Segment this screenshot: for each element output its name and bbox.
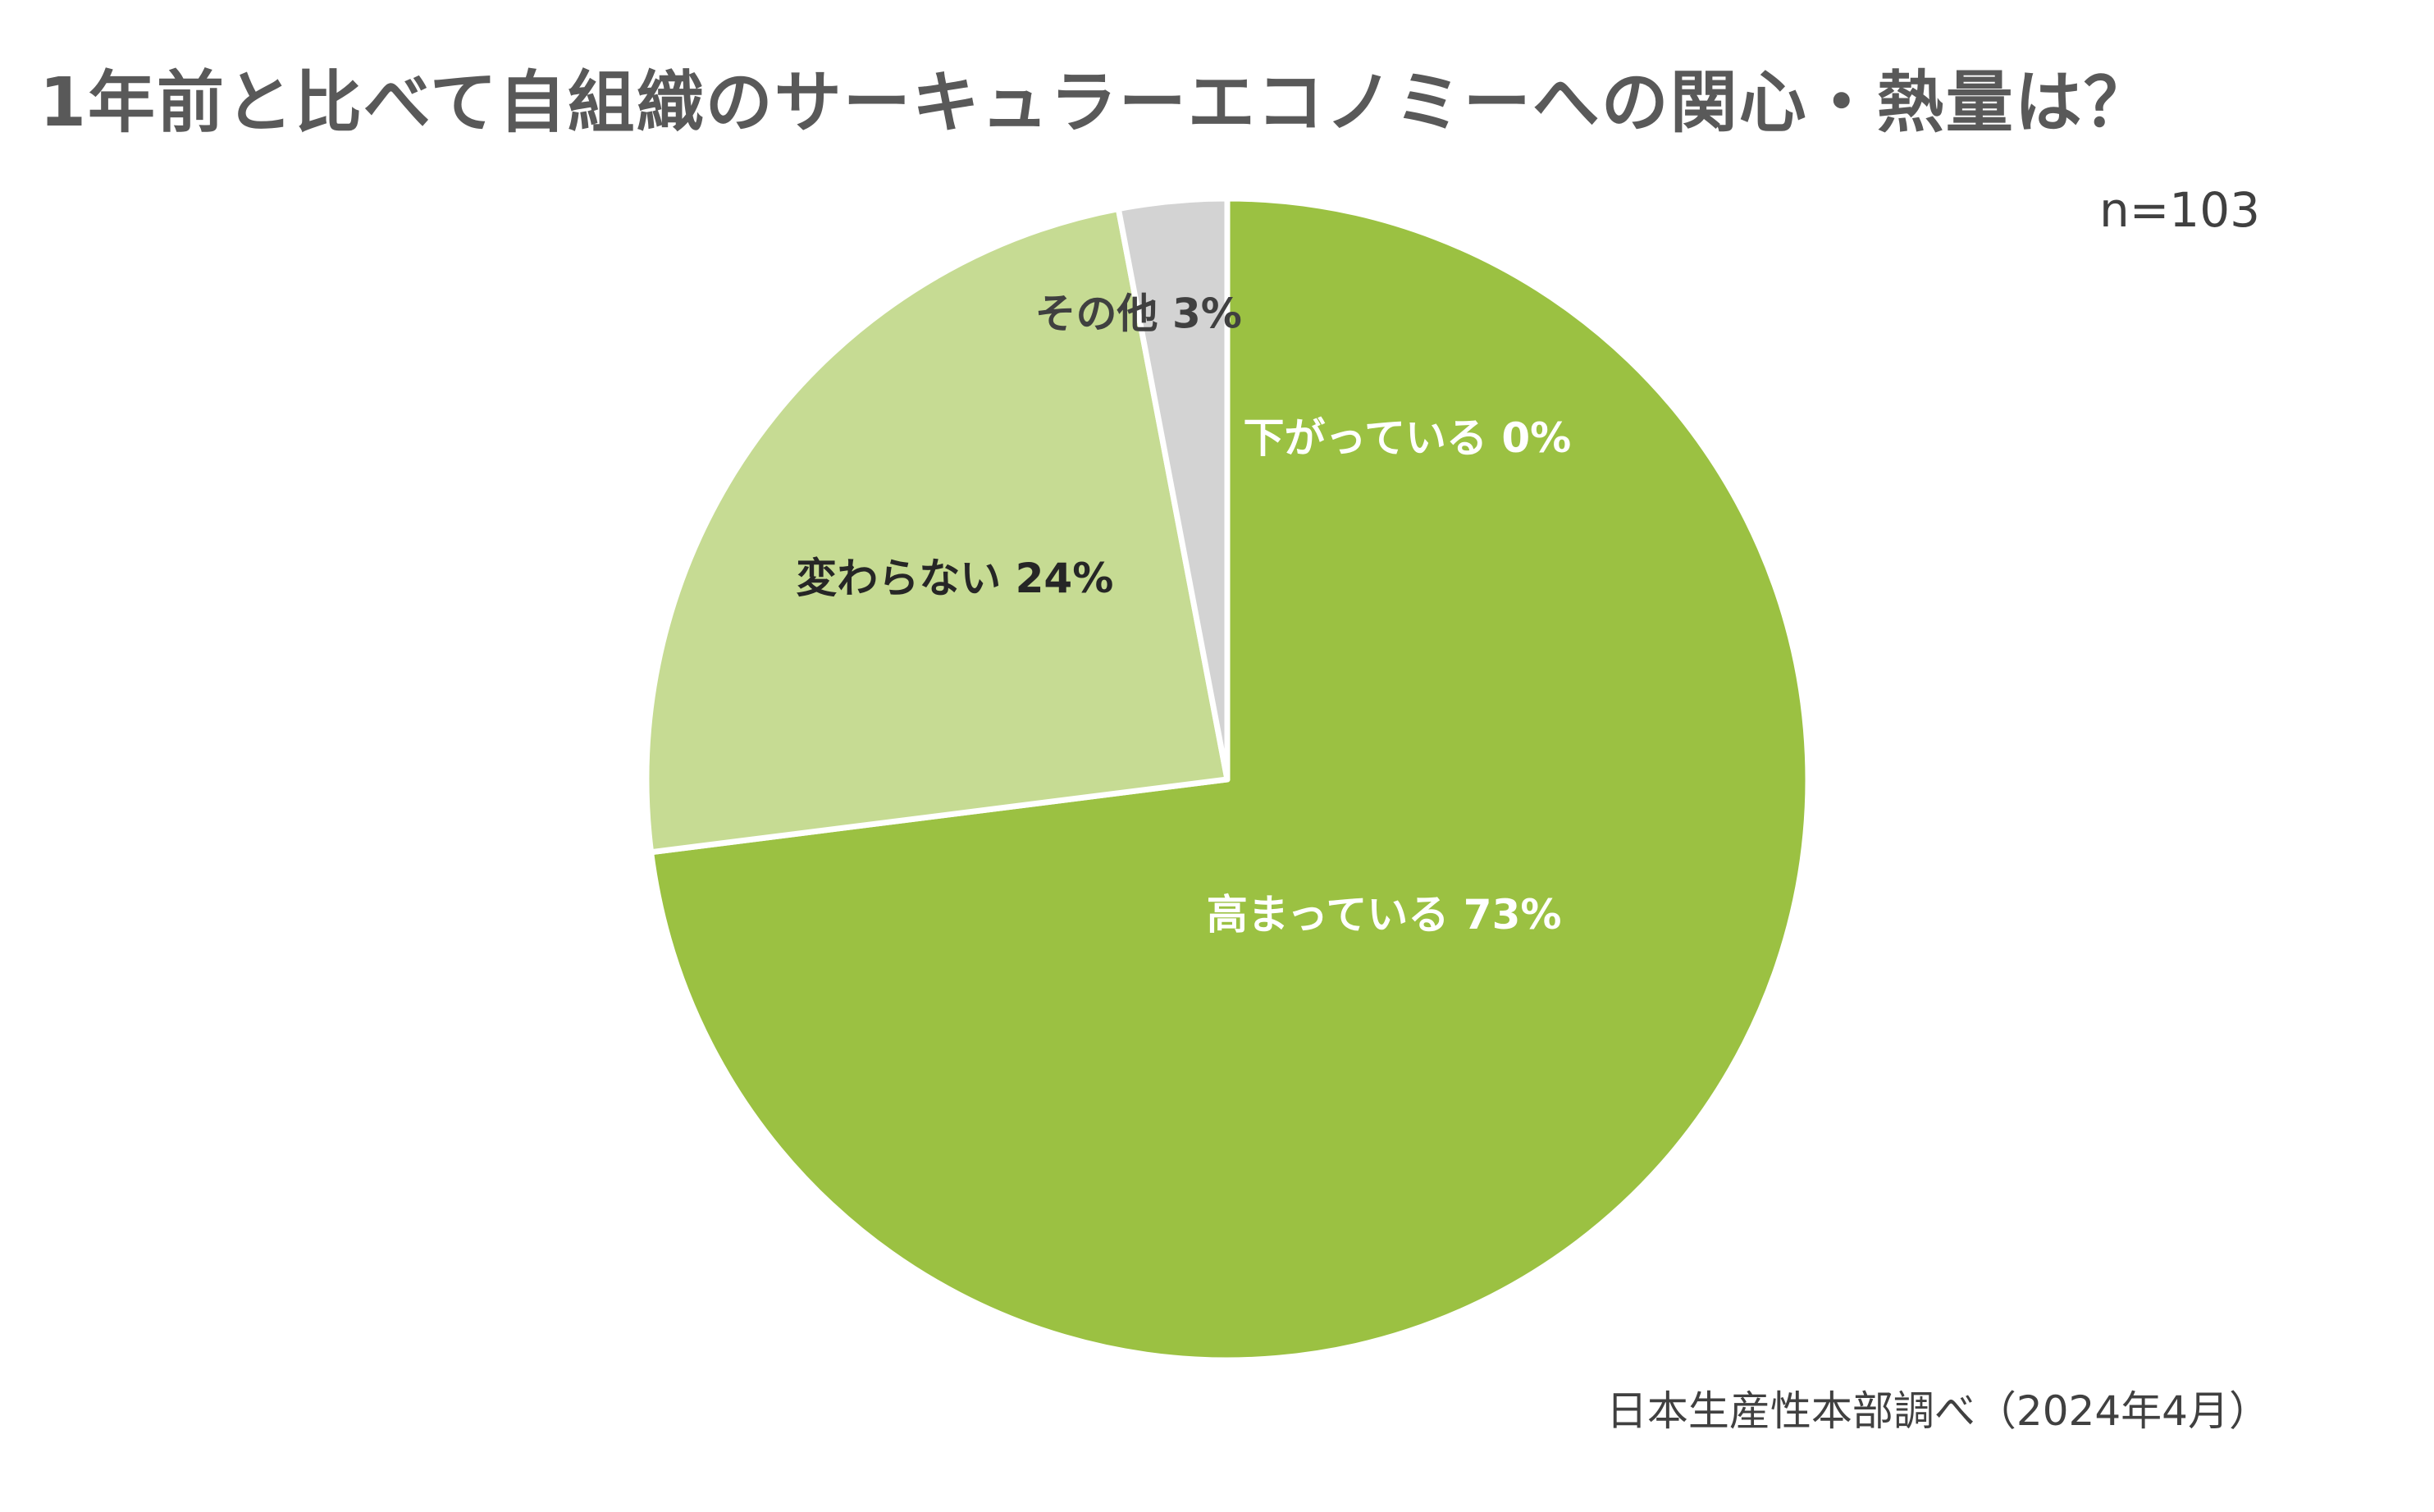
pie-slice-2-label: 高まっている 73% — [1207, 891, 1562, 939]
pie-slice-1-label: 下がっている 0% — [1243, 414, 1571, 462]
pie-slice-3-label: 変わらない 24% — [796, 555, 1113, 602]
pie-slice-3 — [643, 206, 1231, 856]
pie-slices — [643, 195, 1811, 1364]
chart-title: 1年前と比べて自組織のサーキュラーエコノミーへの関心・熱量は？ — [39, 64, 2153, 142]
pie-slice-labels: 下がっている 0% 高まっている 73% 変わらない 24% その他 3% — [796, 290, 1571, 939]
pie-slice-4 — [1115, 195, 1231, 783]
pie-slice-4-label: その他 3% — [1035, 290, 1242, 338]
sample-size-label: n=103 — [2098, 182, 2260, 238]
source-note: 日本生産性本部調べ（2024年4月） — [1605, 1387, 2270, 1435]
